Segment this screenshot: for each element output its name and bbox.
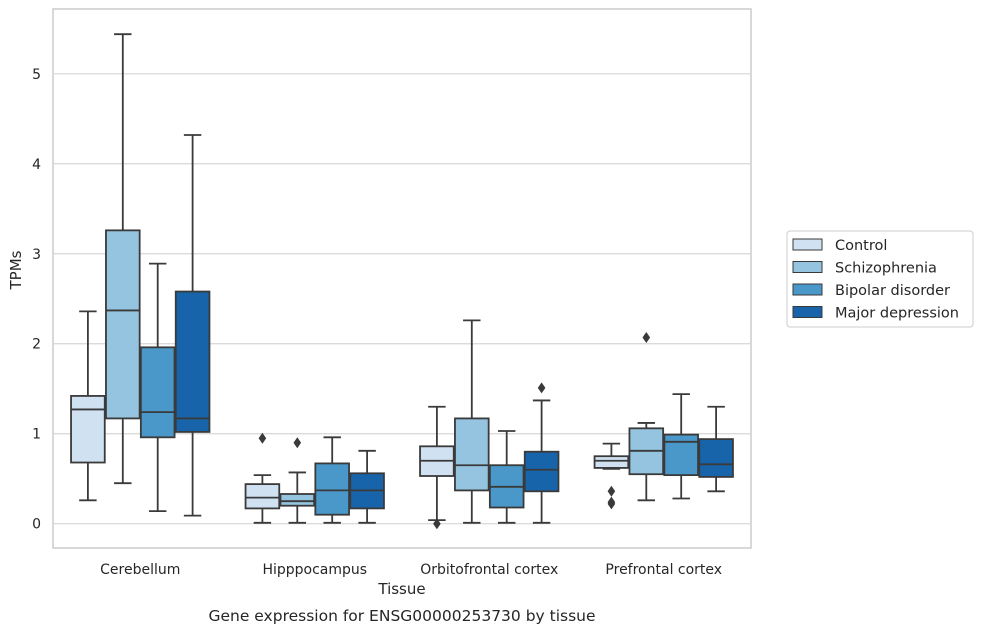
outlier-point <box>433 518 441 530</box>
box <box>488 430 525 524</box>
box-body <box>523 450 560 493</box>
outlier-point <box>537 382 546 394</box>
box-body <box>454 417 490 492</box>
box <box>523 382 560 524</box>
box <box>314 436 350 524</box>
box <box>174 134 211 517</box>
box-series <box>70 33 734 530</box>
chart-caption: Gene expression for ENSG00000253730 by t… <box>208 607 595 625</box>
legend-swatch <box>792 306 823 318</box>
outlier-point <box>293 437 302 449</box>
box-body <box>105 229 141 420</box>
box-body <box>174 290 211 433</box>
box <box>349 449 385 524</box>
box <box>663 393 699 500</box>
outlier-point <box>607 498 616 510</box>
box-body <box>244 483 281 510</box>
box-body <box>139 346 176 439</box>
x-axis-label: Tissue <box>377 580 425 598</box>
outlier-point <box>607 485 616 497</box>
box-body <box>593 455 630 469</box>
box <box>70 310 106 502</box>
y-tick-label: 5 <box>32 67 41 83</box>
legend-label: Major depression <box>835 306 959 322</box>
box <box>279 437 316 524</box>
box <box>628 331 665 502</box>
x-tick-label: Prefrontal cortex <box>605 562 722 578</box>
box-body <box>314 462 350 516</box>
legend: Control Schizophrenia Bipolar disorder Majo… <box>786 230 974 328</box>
y-tick-label: 2 <box>32 337 41 353</box>
y-axis-label: TPMs <box>7 250 25 290</box>
box <box>105 33 141 485</box>
y-tick-label: 1 <box>32 427 41 443</box>
y-tick-label: 0 <box>32 517 41 533</box>
outlier-point <box>258 432 267 444</box>
legend-swatch <box>792 261 823 273</box>
box <box>244 432 281 524</box>
box <box>454 319 490 524</box>
box-body <box>279 493 316 507</box>
box <box>139 262 176 513</box>
y-tick-labels: 0 1 2 3 4 5 <box>32 67 41 533</box>
x-tick-label: Cerebellum <box>100 562 180 578</box>
legend-label: Bipolar disorder <box>835 283 950 299</box>
outlier-point <box>642 331 651 343</box>
box-body <box>70 395 106 464</box>
box <box>419 405 455 530</box>
box-body <box>663 433 699 477</box>
legend-frame <box>786 230 974 328</box>
legend-swatch <box>792 283 823 296</box>
box-body <box>698 438 734 478</box>
box <box>698 405 734 493</box>
y-tick-label: 3 <box>32 247 41 263</box>
box <box>593 442 630 510</box>
legend-label: Control <box>835 238 887 254</box>
legend-swatch <box>792 238 823 251</box>
x-tick-labels: Cerebellum Hipppocampus Orbitofrontal cort… <box>100 562 722 578</box>
x-tick-label: Orbitofrontal cortex <box>420 562 558 578</box>
legend-label: Schizophrenia <box>835 261 937 277</box>
x-tick-label: Hipppocampus <box>262 562 367 578</box>
y-tick-label: 4 <box>32 157 41 173</box>
